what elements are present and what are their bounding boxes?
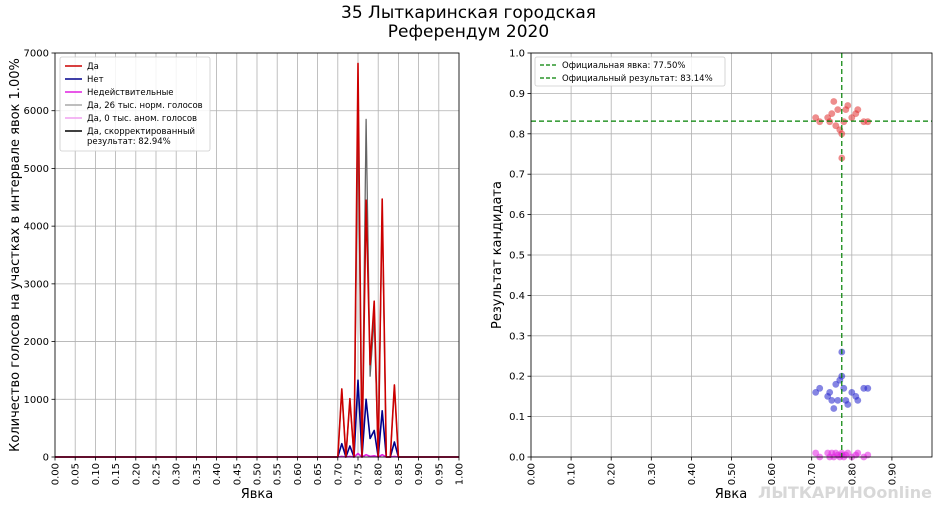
histogram-x-tick-label: 0.95	[434, 463, 445, 485]
histogram-x-tick-label: 0.15	[111, 463, 122, 485]
histogram-x-tick-label: 0.20	[131, 463, 142, 485]
scatter-point	[864, 384, 872, 392]
scatter-y-tick-label: 0.7	[509, 170, 525, 181]
histogram-panel: 0.00 0.05 0.10 0.15 0.20 0.25 0.30 0.35 0.40 0.45…	[8, 49, 466, 503]
scatter-legend-box	[534, 56, 726, 87]
histogram-x-tick-label: 0.40	[212, 463, 223, 485]
histogram-legend-label: Да, 26 тыс. норм. голосов	[87, 101, 203, 111]
scatter-point	[854, 449, 862, 457]
scatter-y-tick-label: 0.8	[509, 129, 525, 140]
histogram-y-tick-label: 2000	[24, 337, 49, 348]
scatter-x-tick-label: 0.80	[847, 463, 858, 485]
histogram-x-tick-label: 0.00	[51, 463, 62, 485]
histogram-x-tick-label: 0.05	[71, 463, 82, 485]
scatter-x-tick-label: 0.40	[687, 463, 698, 485]
scatter-x-tick-label: 0.50	[727, 463, 738, 485]
histogram-x-tick-label: 0.25	[152, 463, 163, 485]
scatter-y-tick-label: 0.0	[509, 453, 525, 464]
scatter-point	[844, 401, 852, 408]
scatter-legend-label: Официальная явка: 77.50%	[562, 61, 685, 71]
histogram-x-tick-label: 0.65	[313, 463, 324, 485]
histogram-y-tick-label: 5000	[24, 164, 49, 175]
scatter-tick-labels: 0.00 0.10 0.20 0.30 0.40 0.50 0.60 0.70 0.80 0.90…	[509, 49, 898, 486]
scatter-y-tick-label: 0.2	[509, 372, 525, 383]
scatter-grid	[530, 52, 932, 458]
scatter-legend: Официальная явка: 77.50% Официальный резу…	[534, 56, 726, 87]
histogram-x-tick-label: 0.55	[273, 463, 284, 485]
histogram-legend-label: Недействительные	[87, 88, 174, 98]
histogram-legend-label: Да, скорректированный	[87, 127, 195, 137]
scatter-x-tick-label: 0.00	[527, 463, 538, 485]
scatter-x-tick-label: 0.90	[887, 463, 898, 485]
histogram-x-tick-label: 0.85	[394, 463, 405, 485]
scatter-y-tick-label: 0.1	[509, 412, 525, 423]
histogram-legend-label: результат: 82.94%	[87, 137, 171, 147]
scatter-point	[828, 110, 836, 117]
scatter-y-tick-label: 0.3	[509, 331, 525, 342]
histogram-x-tick-label: 0.80	[374, 463, 385, 485]
histogram-y-tick-label: 6000	[24, 106, 49, 117]
scatter-point	[826, 389, 834, 396]
scatter-x-tick-label: 0.60	[767, 463, 778, 485]
histogram-y-tick-label: 4000	[24, 222, 49, 233]
histogram-y-tick-label: 7000	[24, 49, 49, 60]
histogram-x-tick-label: 0.10	[91, 463, 102, 485]
histogram-x-tick-label: 0.60	[293, 463, 304, 485]
histogram-x-label: Явка	[241, 487, 274, 502]
scatter-y-tick-label: 0.6	[509, 210, 525, 221]
scatter-point	[854, 106, 862, 113]
scatter-x-label: Явка	[715, 487, 748, 502]
histogram-series-line	[55, 62, 459, 458]
scatter-point	[830, 98, 838, 105]
scatter-y-tick-label: 0.5	[509, 251, 525, 262]
scatter-y-label: Результат кандидата	[490, 181, 505, 329]
scatter-panel: 0.00 0.10 0.20 0.30 0.40 0.50 0.60 0.70 0.80 0.90…	[490, 49, 933, 502]
scatter-x-tick-label: 0.70	[807, 463, 818, 485]
figure-title-line2: Референдум 2020	[388, 22, 549, 42]
histogram-x-tick-label: 0.45	[232, 463, 243, 485]
histogram-y-tick-label: 1000	[24, 395, 49, 406]
scatter-legend-label: Официальный результат: 83.14%	[562, 74, 713, 84]
histogram-x-tick-label: 0.75	[354, 463, 365, 485]
scatter-point	[844, 102, 852, 109]
histogram-y-label: Количество голосов на участках в интерва…	[8, 58, 23, 452]
scatter-y-tick-label: 0.9	[509, 89, 525, 100]
histogram-legend-box	[59, 56, 211, 152]
histogram-x-tick-label: 0.35	[192, 463, 203, 485]
scatter-point	[828, 397, 836, 404]
histogram-x-tick-label: 1.00	[455, 463, 466, 485]
scatter-x-tick-label: 0.20	[607, 463, 618, 485]
histogram-legend: Да Нет Недействительные Да, 26 тыс. норм. г…	[59, 56, 211, 152]
figure-title-line1: 35 Лыткаринская городская	[341, 3, 596, 23]
scatter-y-tick-label: 1.0	[509, 49, 525, 60]
histogram-tick-labels: 0.00 0.05 0.10 0.15 0.20 0.25 0.30 0.35 0.40 0.45…	[24, 49, 466, 486]
scatter-y-tick-label: 0.4	[509, 291, 525, 302]
histogram-y-tick-label: 0	[43, 453, 49, 464]
histogram-x-tick-label: 0.90	[414, 463, 425, 485]
scatter-x-tick-label: 0.30	[647, 463, 658, 485]
scatter-point	[834, 397, 842, 404]
histogram-legend-label: Да	[87, 62, 99, 72]
scatter-point	[854, 397, 862, 404]
histogram-x-tick-label: 0.50	[253, 463, 264, 485]
scatter-point	[834, 106, 842, 113]
histogram-y-tick-label: 3000	[24, 279, 49, 290]
scatter-point	[830, 405, 838, 412]
watermark: ЛЫТКАРИНОonline	[758, 483, 932, 502]
histogram-x-tick-label: 0.30	[172, 463, 183, 485]
scatter-reference-lines	[531, 53, 932, 457]
histogram-legend-label: Да, 0 тыс. аном. голосов	[87, 114, 197, 124]
scatter-point	[816, 384, 824, 392]
histogram-x-tick-label: 0.70	[333, 463, 344, 485]
histogram-legend-label: Нет	[87, 75, 104, 85]
scatter-x-tick-label: 0.10	[567, 463, 578, 485]
